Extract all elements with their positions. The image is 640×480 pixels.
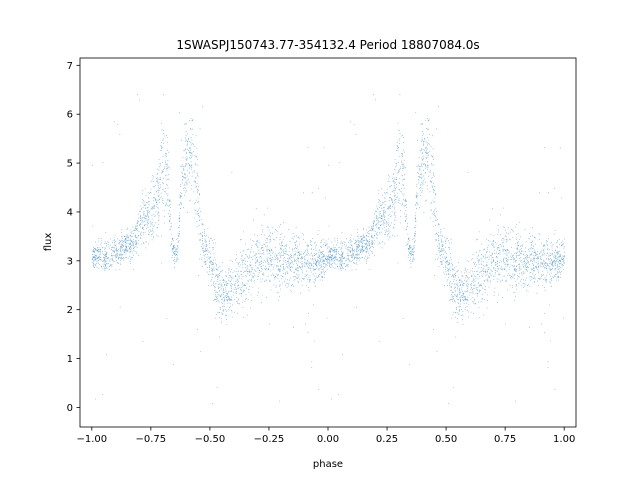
y-axis-label: flux	[43, 233, 54, 252]
y-tick-label: 6	[67, 110, 73, 121]
y-axis-ticks: 0 1 2 3 4 5 6 7	[67, 61, 80, 414]
flux-point-cloud	[91, 94, 565, 405]
x-tick-label: 1.00	[553, 434, 575, 445]
y-tick-label: 1	[67, 354, 73, 365]
y-tick-label: 3	[67, 256, 73, 267]
data-points	[91, 94, 565, 405]
y-tick-label: 2	[67, 305, 73, 316]
x-tick-label: −1.00	[76, 434, 107, 445]
x-axis-label: phase	[313, 459, 343, 470]
x-tick-label: 0.75	[494, 434, 516, 445]
y-tick-label: 5	[67, 159, 73, 170]
y-tick-label: 7	[67, 61, 73, 72]
x-tick-label: −0.75	[136, 434, 167, 445]
x-tick-label: 0.00	[317, 434, 339, 445]
x-tick-label: −0.25	[254, 434, 285, 445]
y-tick-label: 4	[67, 207, 73, 218]
chart-title: 1SWASPJ150743.77-354132.4 Period 1880708…	[176, 38, 479, 52]
x-tick-label: 0.25	[376, 434, 398, 445]
y-tick-label: 0	[67, 403, 73, 414]
x-tick-label: 0.50	[435, 434, 457, 445]
x-axis-ticks: −1.00 −0.75 −0.50 −0.25 0.00 0.25 0.50 0.75 1.00	[76, 427, 575, 445]
x-tick-label: −0.50	[195, 434, 226, 445]
